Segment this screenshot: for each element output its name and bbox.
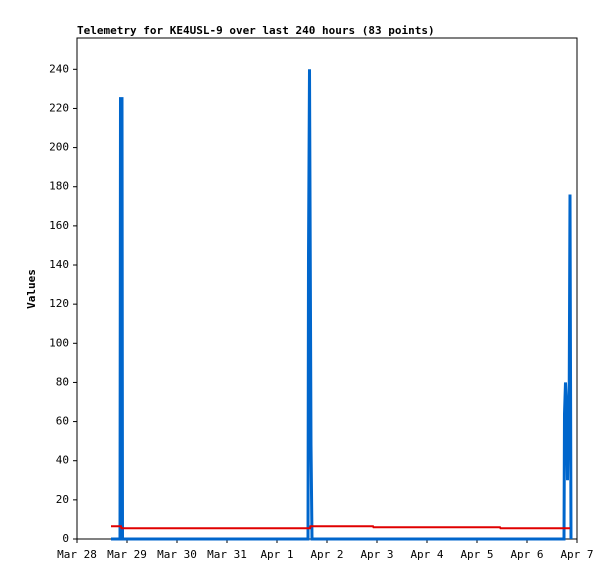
y-tick-label: 20	[56, 493, 69, 506]
x-tick-label: Mar 28	[57, 548, 97, 561]
y-tick-label: 240	[49, 62, 69, 75]
y-tick-label: 80	[56, 375, 69, 388]
x-tick-label: Mar 30	[157, 548, 197, 561]
y-tick-label: 40	[56, 454, 69, 467]
y-tick-label: 160	[49, 219, 69, 232]
y-tick-label: 120	[49, 297, 69, 310]
x-tick-label: Mar 31	[207, 548, 247, 561]
x-tick-label: Apr 4	[410, 548, 443, 561]
x-tick-label: Apr 1	[260, 548, 293, 561]
y-tick-label: 60	[56, 415, 69, 428]
y-tick-label: 220	[49, 101, 69, 114]
series-line	[111, 69, 573, 541]
y-tick-label: 140	[49, 258, 69, 271]
x-tick-label: Apr 6	[510, 548, 543, 561]
y-tick-label: 180	[49, 180, 69, 193]
x-tick-label: Apr 3	[360, 548, 393, 561]
x-tick-label: Apr 7	[560, 548, 593, 561]
x-tick-label: Mar 29	[107, 548, 147, 561]
x-tick-label: Apr 2	[310, 548, 343, 561]
y-tick-label: 200	[49, 141, 69, 154]
series-line	[111, 525, 570, 530]
chart-title: Telemetry for KE4USL-9 over last 240 hou…	[77, 24, 435, 37]
y-tick-label: 0	[62, 532, 69, 545]
plot-frame	[76, 37, 578, 540]
x-tick-label: Apr 5	[460, 548, 493, 561]
y-tick-label: 100	[49, 336, 69, 349]
y-axis-label: Values	[25, 269, 38, 309]
